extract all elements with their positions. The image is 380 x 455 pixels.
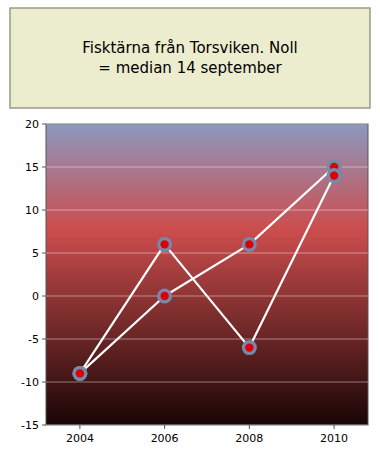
x-tick-label: 2006 <box>151 432 179 445</box>
point <box>72 366 87 381</box>
grid-line <box>46 210 368 211</box>
series-line <box>80 167 334 373</box>
y-tick <box>42 339 46 340</box>
grid-line <box>46 382 368 383</box>
grid-line <box>46 253 368 254</box>
point <box>327 168 342 183</box>
x-tick-label: 2004 <box>66 432 94 445</box>
grid-line <box>46 339 368 340</box>
series-line <box>80 176 334 374</box>
y-tick-label: 10 <box>25 204 39 217</box>
title: Fisktärna från Torsviken. Noll= median 1… <box>82 39 298 77</box>
plot-area <box>46 124 368 425</box>
point <box>157 237 172 252</box>
x-tick <box>249 425 250 429</box>
data-layer <box>72 160 341 381</box>
grid-line <box>46 167 368 168</box>
x-tick <box>79 425 80 429</box>
y-tick-label: 15 <box>25 161 39 174</box>
point <box>157 289 172 304</box>
y-tick <box>42 124 46 125</box>
y-tick <box>42 296 46 297</box>
grid-line <box>46 124 368 125</box>
chart: Fisktärna från Torsviken. Noll= median 1… <box>0 0 380 455</box>
y-tick-label: -10 <box>21 376 39 389</box>
x-tick-label: 2010 <box>320 432 348 445</box>
y-tick <box>42 167 46 168</box>
x-tick <box>164 425 165 429</box>
grid-line <box>46 425 368 426</box>
y-tick <box>42 425 46 426</box>
x-tick-label: 2008 <box>235 432 263 445</box>
y-tick-label: 20 <box>25 118 39 131</box>
x-tick <box>334 425 335 429</box>
title-box <box>10 8 370 108</box>
y-tick <box>42 210 46 211</box>
point <box>72 366 87 381</box>
point <box>242 340 257 355</box>
y-tick-label: -5 <box>28 333 39 346</box>
y-tick-label: -15 <box>21 419 39 432</box>
y-tick-label: 0 <box>32 290 39 303</box>
y-tick-label: 5 <box>32 247 39 260</box>
y-tick <box>42 253 46 254</box>
y-tick <box>42 382 46 383</box>
point <box>242 237 257 252</box>
